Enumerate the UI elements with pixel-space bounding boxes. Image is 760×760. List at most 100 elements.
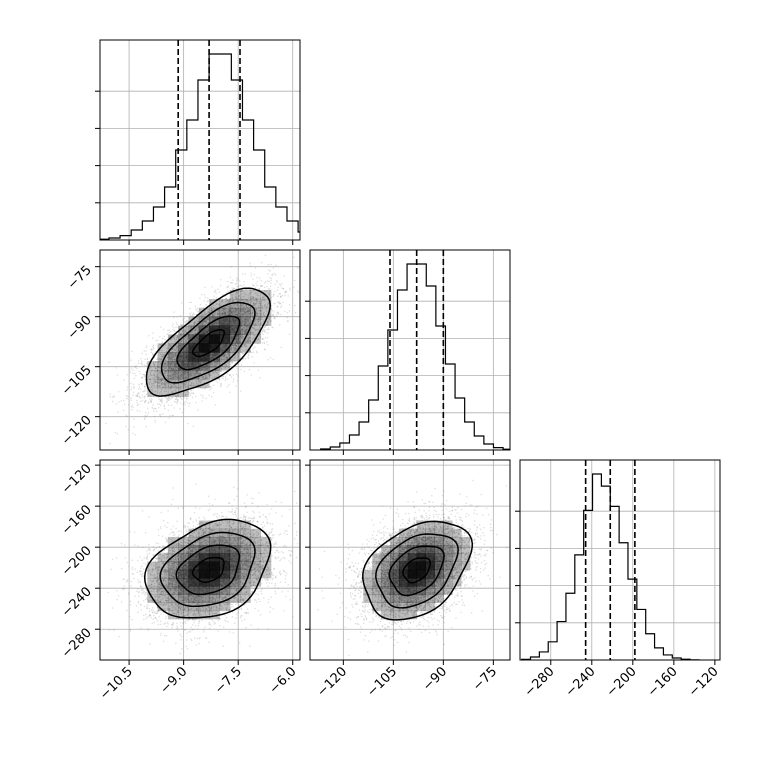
scatter-point xyxy=(174,372,176,374)
scatter-point xyxy=(166,368,169,371)
scatter-point xyxy=(130,399,132,401)
scatter-point xyxy=(219,303,222,305)
scatter-point xyxy=(260,322,263,325)
scatter-point xyxy=(209,366,212,369)
scatter-point xyxy=(276,289,279,291)
scatter-point xyxy=(269,285,272,288)
scatter-point xyxy=(175,387,178,390)
scatter-point xyxy=(258,288,261,290)
scatter-point xyxy=(182,396,184,398)
scatter-point xyxy=(187,335,189,337)
scatter-point xyxy=(224,306,227,309)
scatter-point xyxy=(260,301,262,303)
scatter-point xyxy=(243,370,246,373)
scatter-point xyxy=(214,291,216,293)
scatter-point xyxy=(257,318,260,321)
scatter-point xyxy=(179,333,182,335)
scatter-point xyxy=(148,382,150,384)
scatter-point xyxy=(164,362,167,365)
scatter-point xyxy=(204,320,207,322)
scatter-point xyxy=(163,366,166,369)
scatter-point xyxy=(153,374,156,377)
scatter-point xyxy=(256,313,259,315)
scatter-point xyxy=(172,394,175,396)
scatter-point xyxy=(185,320,187,323)
scatter-point xyxy=(150,389,152,391)
scatter-point xyxy=(171,325,174,327)
scatter-point xyxy=(217,303,220,306)
scatter-point xyxy=(171,370,174,372)
scatter-point xyxy=(163,364,166,367)
scatter-point xyxy=(173,351,175,354)
scatter-point xyxy=(236,304,239,306)
scatter-point xyxy=(237,345,240,347)
scatter-point xyxy=(244,324,246,326)
scatter-point xyxy=(195,380,198,383)
scatter-point xyxy=(268,328,270,331)
scatter-point xyxy=(260,313,263,315)
scatter-point xyxy=(214,366,216,368)
scatter-point xyxy=(187,386,190,388)
scatter-point xyxy=(166,381,168,384)
scatter-point xyxy=(228,367,231,369)
scatter-point xyxy=(193,321,196,323)
scatter-point xyxy=(194,395,197,397)
scatter-point xyxy=(257,315,259,317)
scatter-point xyxy=(154,376,156,378)
scatter-point xyxy=(187,371,189,374)
scatter-point xyxy=(245,325,248,327)
scatter-point xyxy=(176,372,178,375)
scatter-point xyxy=(239,304,242,306)
scatter-point xyxy=(176,376,179,379)
scatter-point xyxy=(248,316,251,319)
scatter-point xyxy=(118,401,120,403)
scatter-point xyxy=(259,302,261,305)
scatter-point xyxy=(236,308,238,310)
scatter-point xyxy=(240,341,242,344)
scatter-point xyxy=(169,388,172,390)
scatter-point xyxy=(257,318,260,321)
scatter-point xyxy=(192,374,195,376)
scatter-point xyxy=(180,302,183,304)
scatter-point xyxy=(164,388,167,390)
scatter-point xyxy=(231,304,234,306)
scatter-point xyxy=(247,311,249,314)
scatter-point xyxy=(228,310,230,312)
scatter-point xyxy=(162,363,165,365)
scatter-point xyxy=(205,320,207,323)
scatter-point xyxy=(235,310,237,313)
scatter-point xyxy=(161,342,163,344)
scatter-point xyxy=(267,317,270,320)
scatter-point xyxy=(266,332,269,334)
scatter-point xyxy=(147,407,149,410)
scatter-point xyxy=(218,291,221,293)
scatter-point xyxy=(247,320,249,322)
scatter-point xyxy=(158,386,161,388)
scatter-point xyxy=(258,309,260,312)
scatter-point xyxy=(233,346,235,349)
scatter-point xyxy=(224,366,226,368)
scatter-point xyxy=(160,404,162,407)
scatter-point xyxy=(243,343,245,346)
scatter-point xyxy=(172,367,174,370)
scatter-point xyxy=(195,308,197,310)
scatter-point xyxy=(168,367,171,369)
scatter-point xyxy=(226,385,229,388)
scatter-point xyxy=(212,314,214,317)
scatter-point xyxy=(170,375,172,378)
scatter-point xyxy=(216,372,219,374)
scatter-point xyxy=(237,290,240,292)
scatter-point xyxy=(204,286,206,289)
scatter-point xyxy=(287,295,289,297)
scatter-point xyxy=(113,395,115,397)
scatter-point xyxy=(152,354,154,356)
scatter-point xyxy=(211,366,213,368)
scatter-point xyxy=(172,361,175,363)
scatter-point xyxy=(197,310,199,313)
scatter-point xyxy=(174,366,177,368)
scatter-point xyxy=(255,308,257,311)
scatter-point xyxy=(116,374,119,376)
scatter-point xyxy=(248,318,250,320)
scatter-point xyxy=(228,309,231,312)
scatter-point xyxy=(260,305,263,308)
